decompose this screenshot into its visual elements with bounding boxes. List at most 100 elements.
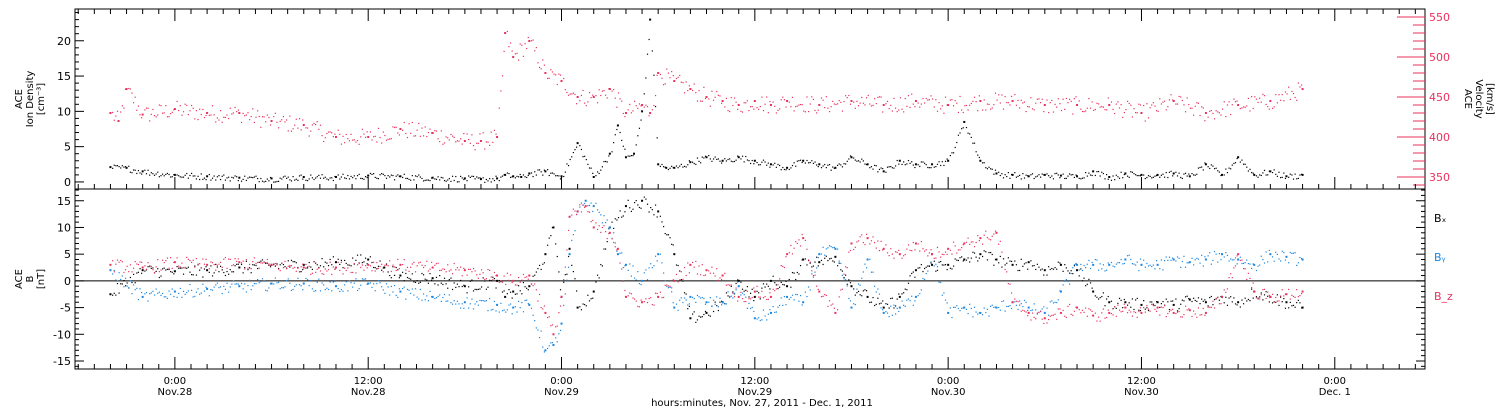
b-series-1-sample: [893, 304, 895, 306]
density-series-sample: [911, 161, 913, 163]
velocity-series-sample: [959, 95, 961, 98]
b-series-1-sample: [659, 253, 661, 255]
b-series-1-sample: [269, 283, 272, 285]
b-series-2-sample: [126, 265, 128, 267]
density-series-sample: [616, 128, 618, 131]
b-series-0-sample: [894, 305, 897, 307]
b-series-2-sample: [360, 266, 362, 269]
velocity-series-sample: [113, 119, 115, 121]
density-series-sample: [1296, 178, 1298, 180]
b-series-1-sample: [524, 299, 526, 302]
density-series-sample: [1265, 174, 1267, 176]
b-series-2-sample: [152, 269, 154, 271]
b-series-1-sample: [208, 295, 210, 297]
b-series-0-sample: [1242, 303, 1245, 305]
velocity-series-sample: [669, 77, 671, 79]
b-series-1-sample: [1225, 252, 1227, 254]
b-series-2-sample: [1101, 312, 1103, 314]
velocity-series-sample: [163, 112, 165, 114]
b-series-0-sample: [182, 273, 185, 275]
density-series-sample: [1202, 169, 1204, 171]
b-series-0-sample: [1294, 306, 1296, 308]
b-series-0-sample: [672, 244, 674, 246]
density-series-point: [802, 159, 805, 162]
density-series-sample: [500, 176, 502, 178]
b-series-1-sample: [894, 313, 897, 315]
b-series-2-point: [786, 253, 789, 256]
b-series-2-point: [898, 253, 901, 256]
b-series-2-sample: [1255, 297, 1258, 299]
velocity-series-sample: [1252, 107, 1254, 110]
b-series-1-sample: [862, 271, 864, 273]
b-series-1-sample: [951, 316, 953, 319]
density-series-sample: [843, 163, 845, 165]
velocity-series-sample: [170, 113, 172, 115]
b-series-1-sample: [880, 307, 882, 309]
density-series-sample: [1101, 171, 1103, 173]
velocity-series-sample: [472, 145, 475, 147]
b-series-2-sample: [951, 253, 953, 255]
velocity-series-sample: [664, 83, 666, 85]
velocity-series-sample: [456, 140, 459, 142]
velocity-series-sample: [601, 90, 603, 92]
b-series-2-point: [995, 231, 998, 234]
velocity-series-sample: [1122, 116, 1124, 119]
b-series-0-point: [504, 295, 507, 298]
b-series-1-sample: [572, 234, 574, 236]
legend-entry: B_z: [1434, 290, 1453, 303]
density-series-sample: [679, 165, 681, 167]
b-series-1-point: [1172, 258, 1175, 261]
velocity-series-sample: [1165, 109, 1167, 111]
b-series-1-sample: [195, 291, 198, 293]
b-series-1-sample: [149, 293, 151, 295]
velocity-series-sample: [777, 109, 779, 112]
b-series-2-point: [1140, 311, 1143, 314]
b-series-2-sample: [381, 263, 383, 265]
b-series-0-sample: [940, 260, 942, 263]
density-series-sample: [606, 161, 608, 163]
density-series-sample: [136, 172, 138, 175]
b-series-2-sample: [777, 284, 779, 286]
density-series-sample: [1052, 178, 1055, 180]
density-series-sample: [635, 144, 637, 146]
b-series-2-sample: [986, 237, 989, 239]
b-series-0-sample: [1213, 298, 1216, 301]
b-series-1-sample: [327, 288, 330, 291]
velocity-series-point: [504, 32, 507, 34]
b-series-1-sample: [476, 301, 478, 303]
density-series-sample: [619, 131, 621, 134]
density-series-sample: [874, 164, 876, 166]
b-series-1-sample: [629, 263, 631, 265]
density-series-sample: [1284, 177, 1287, 180]
b-series-1-sample: [1300, 257, 1303, 260]
density-series-sample: [516, 175, 518, 178]
b-series-2-sample: [289, 264, 291, 267]
b-series-0-sample: [306, 267, 309, 269]
b-series-2-sample: [696, 273, 699, 275]
velocity-series-sample: [567, 94, 570, 96]
velocity-series-sample: [1273, 106, 1275, 108]
velocity-series-point: [1140, 112, 1143, 114]
b-series-0-sample: [160, 275, 162, 277]
b-series-2-sample: [862, 241, 864, 244]
velocity-series-sample: [250, 116, 252, 118]
b-series-2-sample: [1236, 255, 1238, 257]
b-series-2-sample: [1106, 316, 1108, 319]
density-series-sample: [977, 154, 979, 156]
b-series-1-sample: [1167, 259, 1169, 261]
velocity-series-sample: [421, 127, 423, 129]
b-series-1-sample: [664, 280, 666, 282]
b-series-0-sample: [1064, 264, 1066, 266]
velocity-series-sample: [814, 109, 816, 112]
density-series-sample: [434, 178, 436, 180]
density-series-sample: [460, 175, 462, 178]
velocity-series-sample: [524, 43, 526, 45]
density-series-sample: [266, 178, 268, 180]
velocity-series-sample: [1073, 98, 1076, 100]
b-series-1-sample: [853, 303, 855, 305]
density-series-sample: [846, 160, 848, 162]
velocity-series-sample: [666, 68, 668, 70]
velocity-series-sample: [405, 132, 407, 135]
velocity-series-sample: [403, 121, 405, 124]
b-series-0-sample: [323, 266, 325, 268]
